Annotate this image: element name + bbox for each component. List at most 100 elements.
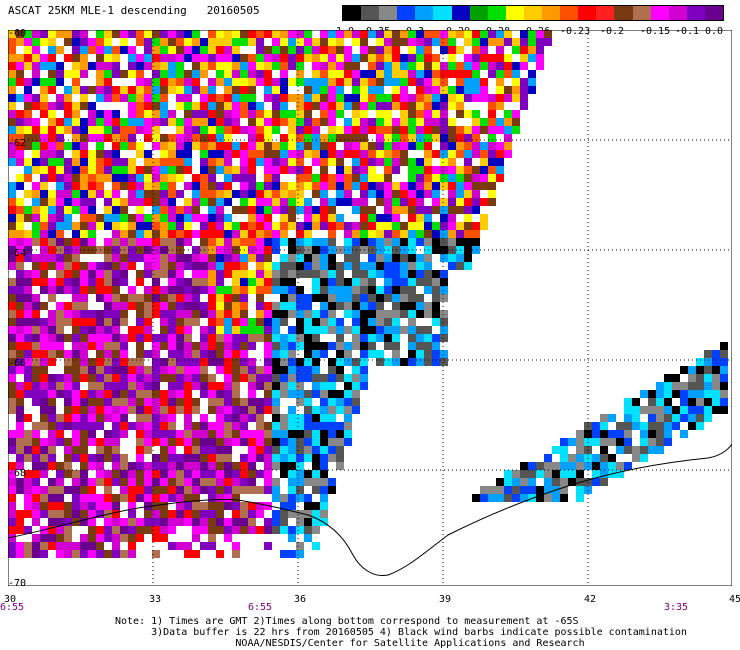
data-cell xyxy=(216,494,224,502)
data-cell xyxy=(184,406,192,414)
data-cell xyxy=(504,86,512,94)
data-cell xyxy=(424,326,432,334)
data-cell xyxy=(352,86,360,94)
data-cell xyxy=(224,230,232,238)
data-cell xyxy=(344,78,352,86)
data-cell xyxy=(400,118,408,126)
data-cell xyxy=(128,294,136,302)
data-cell xyxy=(232,78,240,86)
data-cell xyxy=(472,182,480,190)
data-cell xyxy=(320,494,328,502)
data-cell xyxy=(248,502,256,510)
data-cell xyxy=(440,238,448,246)
data-cell xyxy=(208,302,216,310)
data-cell xyxy=(136,54,144,62)
data-cell xyxy=(200,110,208,118)
data-cell xyxy=(104,86,112,94)
data-cell xyxy=(600,414,608,422)
data-cell xyxy=(128,118,136,126)
data-cell xyxy=(408,342,416,350)
data-cell xyxy=(272,38,280,46)
data-cell xyxy=(560,478,568,486)
data-cell xyxy=(208,422,216,430)
data-cell xyxy=(136,230,144,238)
data-cell xyxy=(320,502,328,510)
data-cell xyxy=(424,190,432,198)
data-cell xyxy=(168,190,176,198)
data-cell xyxy=(256,406,264,414)
data-cell xyxy=(40,446,48,454)
data-cell xyxy=(304,254,312,262)
data-cell xyxy=(352,166,360,174)
data-cell xyxy=(8,390,16,398)
data-cell xyxy=(280,190,288,198)
data-cell xyxy=(360,166,368,174)
data-cell xyxy=(176,230,184,238)
colorbar-swatch xyxy=(523,6,543,20)
data-cell xyxy=(80,54,88,62)
data-cell xyxy=(344,238,352,246)
data-cell xyxy=(48,486,56,494)
data-cell xyxy=(216,334,224,342)
data-cell xyxy=(368,326,376,334)
data-cell xyxy=(408,206,416,214)
data-cell xyxy=(208,510,216,518)
data-cell xyxy=(432,182,440,190)
data-cell xyxy=(16,406,24,414)
data-cell xyxy=(8,62,16,70)
data-cell xyxy=(416,102,424,110)
data-cell xyxy=(16,254,24,262)
data-cell xyxy=(312,62,320,70)
data-cell xyxy=(416,198,424,206)
data-cell xyxy=(344,166,352,174)
data-cell xyxy=(88,438,96,446)
data-cell xyxy=(320,294,328,302)
data-cell xyxy=(248,406,256,414)
data-cell xyxy=(40,110,48,118)
data-cell xyxy=(208,318,216,326)
data-cell xyxy=(328,270,336,278)
data-cell xyxy=(592,478,600,486)
data-cell xyxy=(152,86,160,94)
data-cell xyxy=(8,398,16,406)
data-cell xyxy=(424,70,432,78)
data-cell xyxy=(112,318,120,326)
data-cell xyxy=(440,118,448,126)
data-cell xyxy=(96,222,104,230)
data-cell xyxy=(224,174,232,182)
data-cell xyxy=(144,46,152,54)
data-cell xyxy=(72,382,80,390)
data-cell xyxy=(144,150,152,158)
data-cell xyxy=(8,342,16,350)
data-cell xyxy=(416,222,424,230)
data-cell xyxy=(464,198,472,206)
data-cell xyxy=(416,334,424,342)
data-cell xyxy=(32,262,40,270)
data-cell xyxy=(248,198,256,206)
data-cell xyxy=(296,390,304,398)
data-cell xyxy=(256,150,264,158)
data-cell xyxy=(120,550,128,558)
data-cell xyxy=(112,302,120,310)
data-cell xyxy=(416,294,424,302)
data-cell xyxy=(312,454,320,462)
data-cell xyxy=(80,86,88,94)
data-cell xyxy=(384,190,392,198)
data-cell xyxy=(8,374,16,382)
data-cell xyxy=(32,214,40,222)
data-cell xyxy=(160,86,168,94)
data-cell xyxy=(520,46,528,54)
data-cell xyxy=(496,86,504,94)
data-cell xyxy=(24,166,32,174)
data-cell xyxy=(192,118,200,126)
data-cell xyxy=(248,118,256,126)
data-cell xyxy=(88,238,96,246)
data-cell xyxy=(384,310,392,318)
data-cell xyxy=(296,30,304,38)
data-cell xyxy=(552,478,560,486)
data-cell xyxy=(424,214,432,222)
data-cell xyxy=(288,366,296,374)
data-cell xyxy=(192,110,200,118)
data-cell xyxy=(408,334,416,342)
data-cell xyxy=(184,38,192,46)
